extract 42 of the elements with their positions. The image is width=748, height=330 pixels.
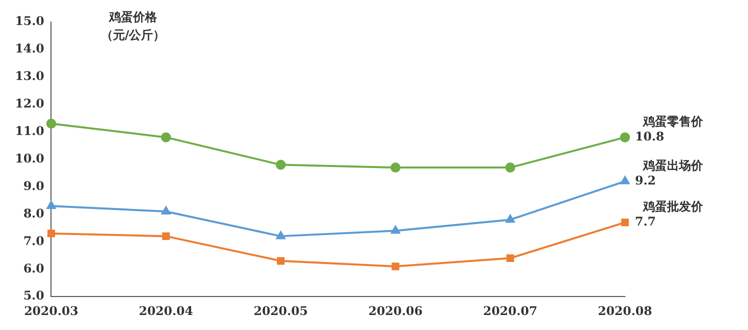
y-tick-label: 7.0 <box>23 234 44 248</box>
point <box>505 162 516 173</box>
x-tick-label: 2020.06 <box>368 304 423 318</box>
series-label: 鸡蛋零售价 <box>642 114 704 128</box>
point <box>621 218 629 226</box>
point <box>162 232 170 240</box>
point <box>506 214 515 223</box>
y-tick-label: 10.0 <box>14 151 44 166</box>
x-tick-label: 2020.04 <box>138 304 194 318</box>
y-tick-label: 8.0 <box>23 206 44 220</box>
series-label: 鸡蛋批发价 <box>642 199 704 214</box>
point <box>390 162 400 173</box>
point <box>160 132 171 142</box>
point <box>391 226 400 234</box>
x-tick-label: 2020.05 <box>254 304 308 318</box>
y-tick-label: 12.0 <box>14 96 44 111</box>
y-tick-label: 5.0 <box>23 288 44 303</box>
series-label: 鸡蛋出场价 <box>642 158 704 172</box>
x-tick-label: 2020.03 <box>24 304 78 318</box>
x-tick-label: 2020.07 <box>483 304 538 318</box>
point <box>276 160 286 170</box>
x-tick-label: 2020.08 <box>598 304 652 318</box>
point <box>47 230 56 238</box>
point <box>276 231 286 240</box>
point <box>506 254 514 262</box>
y-tick-label: 6.0 <box>23 261 44 276</box>
y-tick-label: 13.0 <box>14 69 44 84</box>
data-label: 10.8 <box>635 129 664 144</box>
point <box>276 257 285 265</box>
point <box>46 200 56 209</box>
y-tick-label: 9.0 <box>23 178 44 193</box>
data-label: 9.2 <box>635 173 656 188</box>
data-label: 7.7 <box>635 214 656 229</box>
y-tick-label: 14.0 <box>14 42 44 56</box>
point <box>620 132 630 142</box>
y-tick-label: 11.0 <box>14 124 44 138</box>
point <box>392 262 400 270</box>
point <box>620 176 630 184</box>
y-axis-title: 鸡蛋价格（元/公斤） <box>100 9 166 44</box>
y-tick-label: 15.0 <box>14 14 44 28</box>
point <box>162 206 170 214</box>
point <box>46 118 56 129</box>
